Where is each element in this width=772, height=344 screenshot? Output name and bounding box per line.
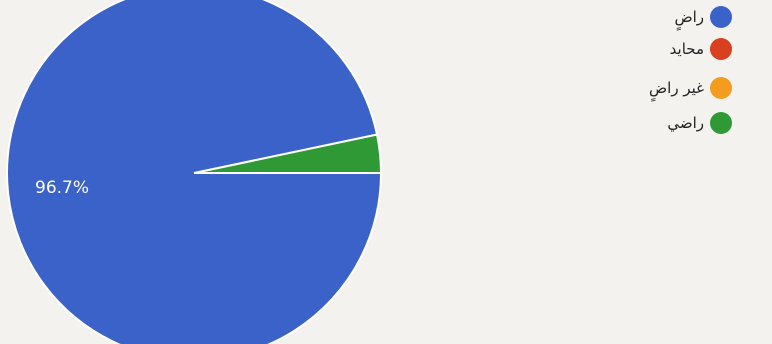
legend-swatch-2 <box>710 77 732 99</box>
legend-item-2: غير راضٍ <box>649 74 732 102</box>
legend-label-1: محايد <box>669 40 704 58</box>
legend-item-1: محايد <box>670 35 732 63</box>
pie-data-label-0: 96.7% <box>35 178 89 198</box>
legend-label-3: راضي <box>667 114 704 132</box>
legend-swatch-0 <box>710 6 732 28</box>
legend-item-3: راضي <box>667 109 732 137</box>
pie-slice-0 <box>6 0 383 344</box>
legend-swatch-3 <box>710 112 732 134</box>
legend-label-2: غير راضٍ <box>649 79 704 97</box>
legend-swatch-1 <box>710 38 732 60</box>
legend-label-0: راضٍ <box>674 8 704 26</box>
legend-item-0: راضٍ <box>674 3 732 31</box>
